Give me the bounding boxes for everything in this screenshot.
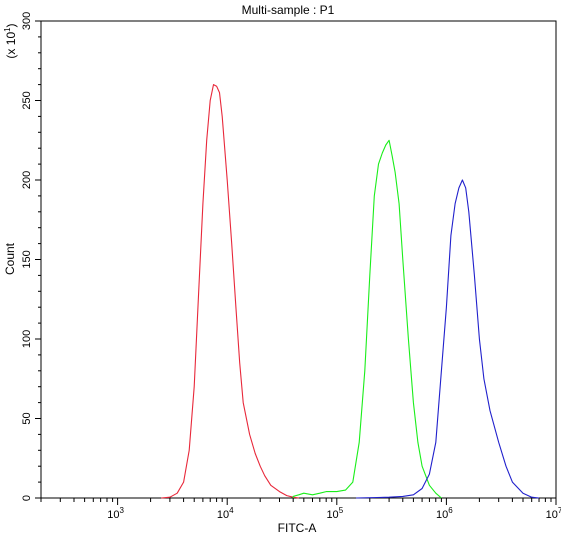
x-tick-label: 105 (326, 506, 343, 521)
y-tick-label: 200 (21, 171, 33, 189)
series-line-1 (161, 84, 299, 499)
x-tick-label: 107 (546, 506, 561, 521)
y-tick-label: 0 (21, 495, 33, 501)
x-tick-exp: 5 (339, 506, 344, 515)
x-tick-base: 10 (546, 509, 558, 521)
x-tick-exp: 6 (448, 506, 453, 515)
y-multiplier-close: ) (4, 23, 18, 27)
series-layer (161, 84, 540, 499)
y-tick-label: 150 (21, 250, 33, 268)
series-line-3 (356, 179, 540, 499)
x-tick-exp: 7 (558, 506, 561, 515)
x-tick-exp: 3 (120, 506, 125, 515)
x-tick-base: 10 (436, 509, 448, 521)
x-tick-base: 10 (217, 509, 229, 521)
x-tick-label: 103 (107, 506, 124, 521)
y-multiplier-exp: 1 (3, 27, 12, 32)
x-axis-ticks: 103 104 105 106 107 (40, 498, 561, 521)
x-tick-exp: 4 (229, 506, 234, 515)
x-tick-label: 106 (436, 506, 453, 521)
y-tick-label: 50 (21, 412, 33, 424)
x-axis-label: FITC-A (278, 521, 317, 535)
series-line-2 (292, 139, 442, 499)
x-tick-base: 10 (326, 509, 338, 521)
chart-title: Multi-sample : P1 (242, 3, 335, 17)
x-tick-base: 10 (107, 509, 119, 521)
y-multiplier-base: (x 10 (4, 32, 18, 59)
x-tick-label: 104 (217, 506, 234, 521)
y-axis-ticks: 0 50 100 150 200 250 300 (21, 12, 41, 501)
y-tick-label: 100 (21, 330, 33, 348)
y-axis-multiplier: (x 101) (3, 23, 18, 58)
y-tick-label: 300 (21, 12, 33, 30)
plot-frame (40, 20, 557, 499)
y-tick-label: 250 (21, 91, 33, 109)
y-axis-label: Count (3, 242, 17, 275)
